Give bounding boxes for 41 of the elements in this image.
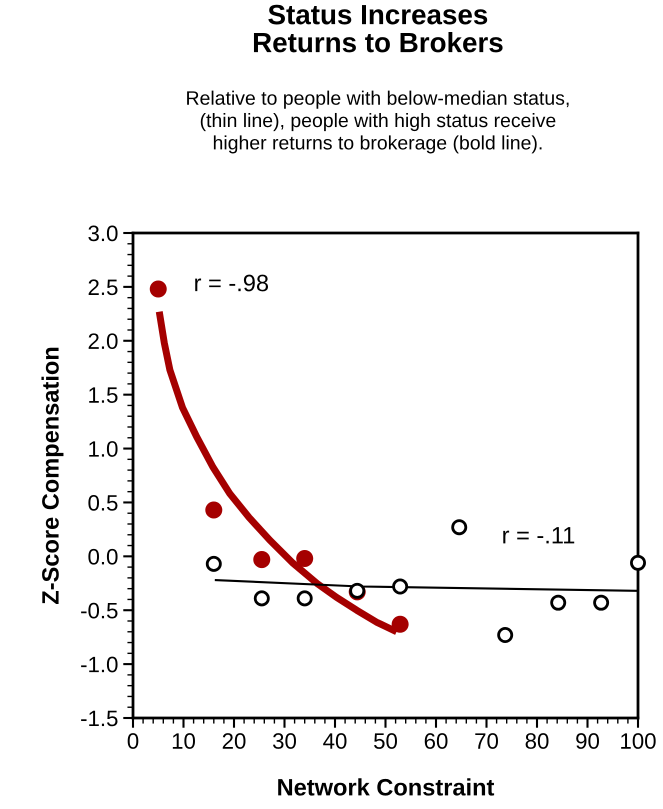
x-axis-title: Network Constraint bbox=[278, 778, 494, 796]
annotation: r = -.11 bbox=[503, 527, 574, 544]
x-tick-label: 10 bbox=[172, 733, 195, 749]
point bbox=[206, 556, 222, 572]
x-tick-label: 30 bbox=[272, 733, 296, 749]
chart-title: Status Increases Returns to Brokers bbox=[254, 4, 503, 52]
point bbox=[593, 594, 610, 611]
y-tick-label: 1.0 bbox=[89, 441, 118, 457]
x-tick-label: 0 bbox=[128, 733, 138, 749]
y-tick-label: 0.0 bbox=[88, 548, 118, 565]
y-tick-label: 2.5 bbox=[88, 279, 118, 296]
point bbox=[550, 594, 566, 611]
y-axis-title: Z-Score Compensation bbox=[41, 348, 64, 604]
chart-subtitle: Relative to people with below-median status, (thin line), people with high status receive higher returns to brokerage (bold line). bbox=[187, 90, 569, 154]
x-tick-label: 50 bbox=[374, 733, 397, 749]
y-tick-label: -1.0 bbox=[81, 656, 118, 672]
point bbox=[630, 554, 646, 571]
x-tick-label: 20 bbox=[222, 733, 246, 749]
x-tick-label: 80 bbox=[526, 733, 548, 749]
point bbox=[205, 501, 222, 518]
point bbox=[254, 590, 270, 606]
x-tick-label: 40 bbox=[323, 733, 346, 749]
point bbox=[392, 616, 409, 633]
y-tick-label: 2.0 bbox=[88, 333, 118, 350]
annotation: r = -.98 bbox=[195, 274, 268, 292]
y-tick-label: 3.0 bbox=[88, 226, 118, 242]
point bbox=[253, 551, 270, 568]
point bbox=[497, 627, 514, 643]
x-tick-label: 60 bbox=[424, 733, 448, 749]
y-tick-label: 0.5 bbox=[88, 494, 118, 511]
x-tick-label: 100 bbox=[621, 733, 656, 749]
y-tick-label: 1.5 bbox=[89, 387, 118, 403]
point bbox=[392, 578, 408, 594]
x-tick-label: 90 bbox=[576, 733, 599, 749]
point bbox=[296, 590, 313, 606]
y-tick-label: -1.5 bbox=[81, 710, 118, 726]
point bbox=[150, 280, 167, 298]
point bbox=[296, 550, 314, 567]
x-tick-label: 70 bbox=[475, 733, 498, 749]
point bbox=[451, 519, 468, 536]
y-tick-label: -0.5 bbox=[81, 602, 118, 618]
